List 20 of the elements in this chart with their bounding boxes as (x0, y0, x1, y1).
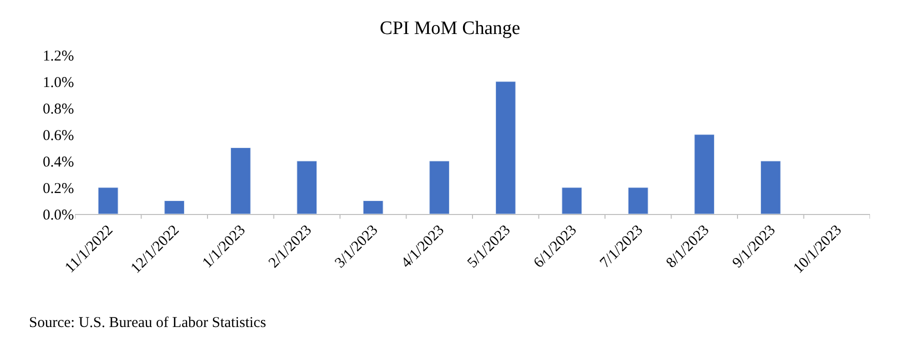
bar (230, 148, 251, 214)
source-note: Source: U.S. Bureau of Labor Statistics (29, 315, 266, 331)
bar (628, 187, 648, 214)
bar (296, 160, 318, 214)
bar (760, 160, 781, 214)
y-tick-label: 0.4% (42, 154, 74, 170)
bar (495, 81, 516, 214)
y-tick-label: 1.0% (42, 74, 74, 91)
bar (164, 200, 185, 214)
bar (429, 160, 450, 214)
y-tick-label: 1.2% (42, 48, 74, 64)
y-tick-label: 0.2% (42, 180, 74, 197)
y-tick-label: 0.0% (42, 207, 74, 224)
bar (562, 187, 582, 214)
y-tick-label: 0.8% (42, 101, 74, 118)
bar (98, 187, 118, 214)
bar (694, 134, 715, 214)
y-tick-label: 0.6% (42, 128, 74, 144)
bar (362, 200, 384, 214)
chart-title: CPI MoM Change (380, 18, 520, 40)
